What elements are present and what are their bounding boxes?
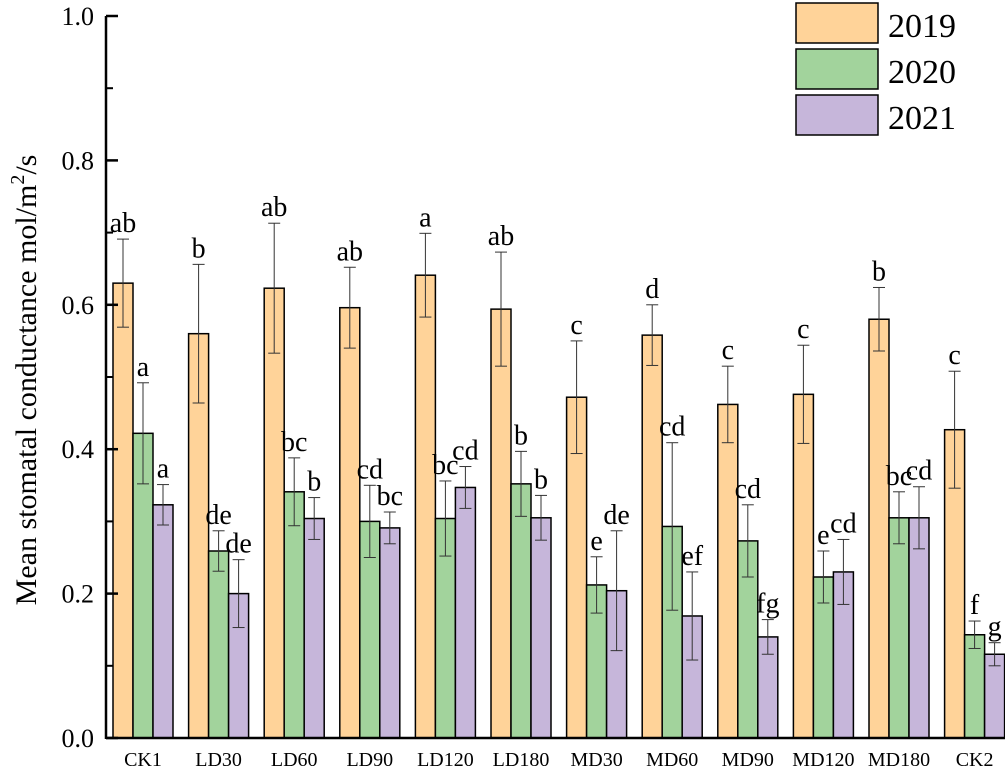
y-tick-label: 0.4: [62, 435, 95, 464]
significance-label: ab: [337, 236, 363, 267]
significance-label: bc: [281, 427, 307, 458]
x-tick-label: LD120: [417, 749, 474, 771]
significance-label: b: [534, 464, 548, 495]
plot-area: abaaCK1bdedeLD30abbcbLD60abcdbcLD90abccd…: [62, 2, 1005, 771]
bar-2019-LD120: [414, 274, 437, 739]
x-tick-label: LD90: [346, 749, 393, 771]
bar-2021-CK1: [152, 504, 174, 739]
bar-2019-MD180: [868, 318, 890, 739]
bar-2021-LD90: [379, 527, 401, 739]
legend-label: 2020: [888, 54, 956, 91]
legend-swatch-2019: [795, 2, 879, 44]
significance-label: b: [192, 233, 206, 264]
significance-label: ab: [261, 192, 287, 223]
significance-label: g: [988, 612, 1002, 643]
bar-2019-LD90: [339, 306, 361, 739]
bar-2021-LD60: [303, 517, 325, 739]
significance-label: f: [970, 590, 980, 621]
significance-label: bc: [432, 450, 458, 481]
significance-label: d: [645, 274, 659, 305]
bar-2019-CK1: [112, 282, 134, 739]
significance-label: c: [948, 340, 960, 371]
significance-label: cd: [735, 474, 761, 505]
x-tick-label: LD30: [195, 749, 242, 771]
bar-2021-LD120: [454, 486, 477, 739]
significance-label: a: [137, 352, 150, 383]
significance-label: a: [419, 202, 432, 233]
x-tick-label: MD120: [792, 749, 854, 771]
y-tick-label: 0.6: [62, 291, 95, 320]
significance-label: b: [307, 467, 321, 498]
significance-label: ab: [488, 221, 514, 252]
significance-label: cd: [452, 436, 478, 467]
legend-label: 2019: [888, 8, 956, 45]
x-tick-label: CK2: [956, 749, 994, 771]
legend-label: 2021: [888, 100, 956, 137]
significance-label: cd: [830, 508, 856, 539]
bar-2019-LD180: [490, 308, 512, 739]
significance-label: c: [722, 335, 734, 366]
significance-label: e: [590, 526, 602, 557]
significance-label: b: [514, 420, 528, 451]
bar-2020-LD30: [207, 550, 230, 739]
significance-label: c: [570, 310, 582, 341]
significance-label: de: [205, 500, 231, 531]
x-tick-label: LD180: [493, 749, 550, 771]
legend: 2019 2020 2021: [795, 2, 956, 137]
legend-swatch-2020: [795, 48, 879, 90]
bar-2021-LD180: [530, 517, 552, 739]
significance-label: c: [797, 314, 809, 345]
significance-label: bc: [377, 481, 403, 512]
y-tick-label: 0.0: [62, 724, 95, 753]
x-tick-label: MD30: [570, 749, 622, 771]
y-tick-label: 0.8: [62, 146, 95, 175]
bar-2019-MD90: [717, 403, 739, 739]
significance-label: cd: [357, 454, 383, 485]
x-tick-label: MD60: [646, 749, 698, 771]
legend-swatch-2021: [795, 94, 879, 136]
significance-label: e: [817, 520, 829, 551]
x-tick-label: CK1: [124, 749, 162, 771]
bar-2020-CK2: [963, 634, 986, 739]
bar-2021-CK2: [983, 653, 1005, 739]
bar-2019-LD60: [263, 287, 285, 739]
significance-label: cd: [659, 412, 685, 443]
x-tick-label: LD60: [271, 749, 318, 771]
significance-label: ef: [681, 541, 703, 572]
significance-label: ab: [110, 208, 136, 239]
x-tick-label: MD90: [722, 749, 774, 771]
significance-label: cd: [906, 456, 932, 487]
significance-label: a: [157, 454, 170, 485]
bar-2020-MD180: [888, 517, 910, 739]
y-axis-label: Mean stomatal conductance mol/m2/s: [7, 155, 43, 606]
bar-2020-LD180: [510, 483, 532, 739]
significance-label: bc: [886, 461, 912, 492]
significance-label: b: [872, 256, 886, 287]
y-tick-label: 0.2: [62, 580, 95, 609]
significance-label: de: [225, 529, 251, 560]
y-tick-label: 1.0: [62, 2, 95, 31]
significance-label: fg: [756, 589, 779, 620]
bar-2021-MD180: [908, 517, 930, 739]
bar-2020-LD60: [283, 491, 305, 739]
significance-label: de: [603, 500, 629, 531]
bar-2019-MD120: [792, 393, 815, 739]
x-tick-label: MD180: [868, 749, 930, 771]
bar-2019-MD60: [641, 334, 663, 739]
